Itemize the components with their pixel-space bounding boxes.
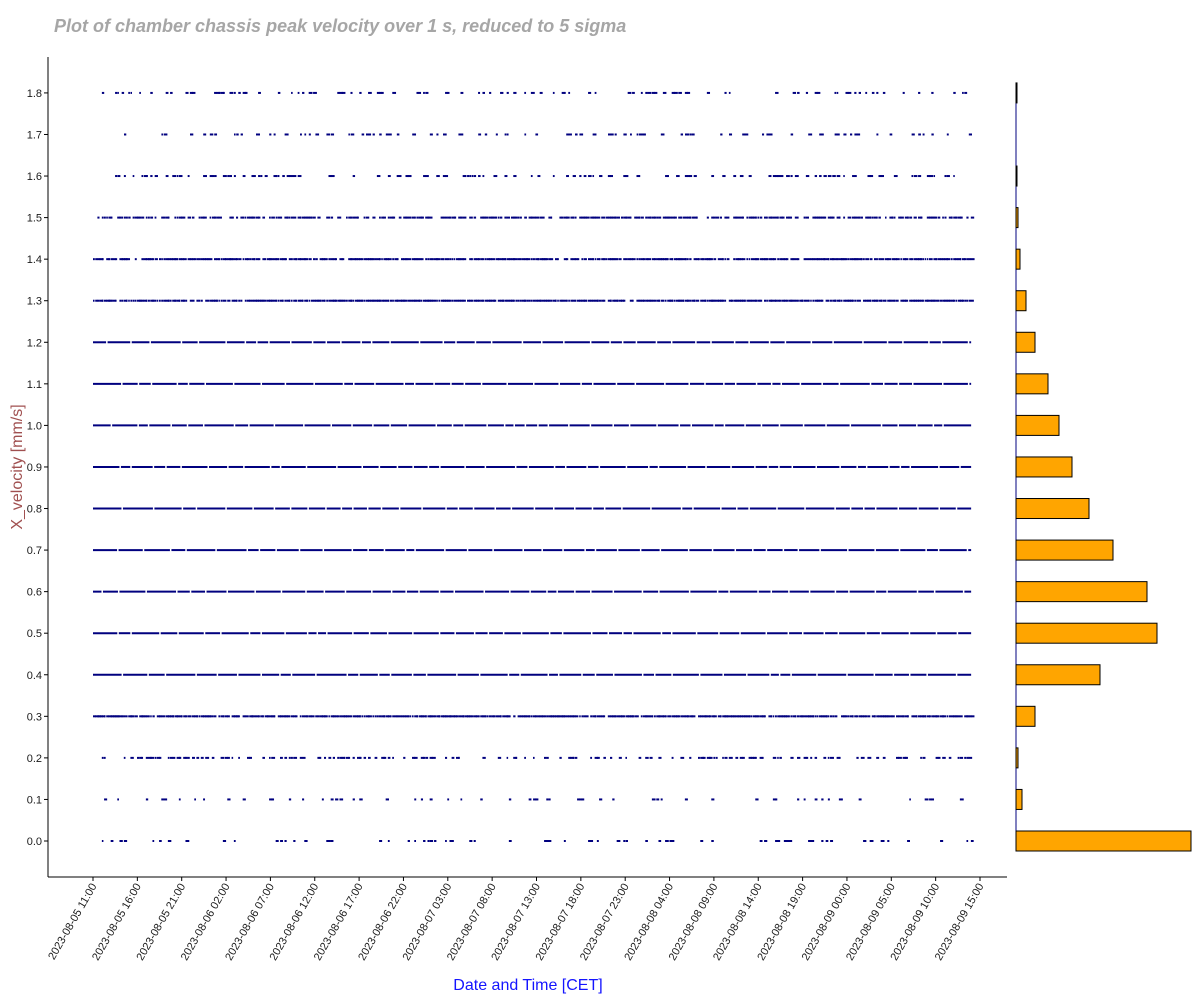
y-tick-group: 0.0 0.1 0.2 0.3 0.4 0.5 0.6 0.7 0.8 0.9 1.0 1.1 1.2 1… [27, 88, 48, 848]
x-tick-label: 2023-08-07 23:00 [578, 882, 632, 963]
x-tick-label: 2023-08-06 07:00 [223, 882, 277, 963]
y-tick-label: 0.2 [27, 753, 42, 765]
x-tick-label: 2023-08-09 00:00 [800, 882, 854, 963]
y-tick-label: 1.5 [27, 213, 42, 225]
y-tick-label: 0.4 [27, 670, 42, 682]
y-tick-label: 1.4 [27, 254, 42, 266]
x-axis-label: Date and Time [CET] [453, 977, 602, 994]
y-axis-label: X_velocity [mm/s] [9, 404, 26, 529]
x-tick-label: 2023-08-06 02:00 [179, 882, 233, 963]
data-point-group [93, 91, 975, 842]
histogram [1015, 82, 1192, 852]
x-tick-label: 2023-08-07 13:00 [489, 882, 543, 963]
histogram-bar [1015, 581, 1148, 603]
histogram-bar [1015, 747, 1019, 769]
histogram-bar [1015, 788, 1023, 810]
y-tick-label: 0.6 [27, 587, 42, 599]
histogram-bar [1015, 207, 1019, 229]
x-tick-label: 2023-08-09 10:00 [888, 882, 942, 963]
histogram-bar [1015, 248, 1021, 270]
y-tick-label: 1.2 [27, 337, 42, 349]
y-tick-label: 0.1 [27, 794, 42, 806]
x-tick-label: 2023-08-05 21:00 [134, 882, 188, 963]
x-tick-label: 2023-08-09 05:00 [844, 882, 898, 963]
histogram-bar [1015, 456, 1073, 478]
scatter-plot: 0.0 0.1 0.2 0.3 0.4 0.5 0.6 0.7 0.8 0.9 1.0 1.1 1.2 1… [9, 57, 1007, 994]
histogram-bar [1015, 622, 1158, 644]
x-tick-label: 2023-08-08 14:00 [711, 882, 765, 963]
y-tick-label: 1.6 [27, 171, 42, 183]
x-tick-label: 2023-08-05 16:00 [90, 882, 144, 963]
histogram-bar [1015, 664, 1101, 686]
histogram-bar [1015, 830, 1192, 852]
x-tick-label: 2023-08-09 15:00 [933, 882, 987, 963]
histogram-bar [1015, 373, 1049, 395]
histogram-bar [1015, 539, 1114, 561]
x-tick-label: 2023-08-07 03:00 [401, 882, 455, 963]
chart-title: Plot of chamber chassis peak velocity ov… [54, 16, 627, 36]
y-tick-label: 0.0 [27, 836, 42, 848]
y-tick-label: 0.8 [27, 504, 42, 516]
x-tick-label: 2023-08-08 09:00 [667, 882, 721, 963]
histogram-bar [1015, 82, 1018, 104]
y-tick-label: 1.7 [27, 129, 42, 141]
y-tick-label: 1.0 [27, 420, 42, 432]
y-tick-label: 1.8 [27, 88, 42, 100]
y-tick-label: 1.1 [27, 379, 42, 391]
histogram-bar-group [1015, 82, 1192, 852]
x-tick-label: 2023-08-06 17:00 [312, 882, 366, 963]
y-tick-label: 0.9 [27, 462, 42, 474]
y-tick-label: 0.7 [27, 545, 42, 557]
y-tick-label: 1.3 [27, 296, 42, 308]
x-tick-label: 2023-08-07 18:00 [534, 882, 588, 963]
x-tick-label: 2023-08-06 22:00 [356, 882, 410, 963]
y-tick-label: 0.5 [27, 628, 42, 640]
histogram-bar [1015, 290, 1027, 312]
histogram-bar [1015, 414, 1060, 436]
histogram-bar [1015, 165, 1018, 187]
x-tick-label: 2023-08-08 04:00 [622, 882, 676, 963]
y-tick-label: 0.3 [27, 711, 42, 723]
x-tick-label: 2023-08-07 08:00 [445, 882, 499, 963]
x-tick-label: 2023-08-06 12:00 [268, 882, 322, 963]
histogram-bar [1015, 498, 1090, 520]
histogram-bar [1015, 705, 1036, 727]
x-tick-label: 2023-08-05 11:00 [46, 882, 99, 963]
histogram-bar [1015, 331, 1036, 353]
x-tick-label: 2023-08-08 19:00 [755, 882, 809, 963]
